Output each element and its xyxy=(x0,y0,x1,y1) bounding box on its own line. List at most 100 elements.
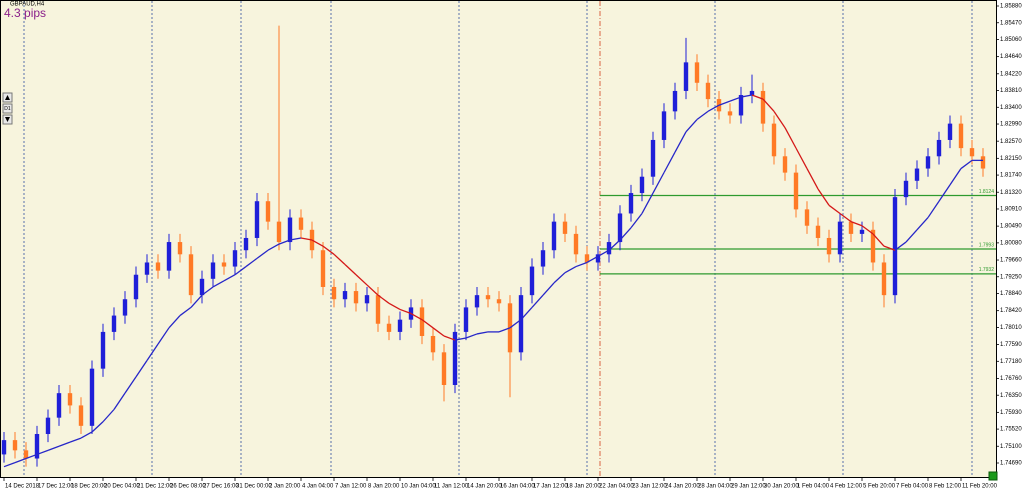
moving-average-segment xyxy=(916,217,929,231)
symbol-title: GBPAUD,H4 xyxy=(10,2,45,8)
candle-body xyxy=(375,295,381,324)
x-tick-label: 20 Dec 04:00 xyxy=(104,484,140,490)
x-tick-label: 7 Feb 04:00 xyxy=(896,484,929,490)
candle-body xyxy=(903,180,909,198)
candle-body xyxy=(551,221,557,251)
moving-average-segment xyxy=(630,213,643,229)
candle-body xyxy=(606,242,612,255)
y-tick-label: 1.83400 xyxy=(1000,105,1022,111)
candle-body xyxy=(78,405,84,426)
period-button[interactable] xyxy=(2,103,13,114)
x-tick-label: 14 Jan 20:00 xyxy=(467,484,502,490)
moving-average-segment xyxy=(25,453,38,460)
candle-body xyxy=(837,221,843,255)
moving-average-segment xyxy=(69,437,82,443)
candle-body xyxy=(881,262,887,296)
candle-body xyxy=(155,262,161,271)
candle-body xyxy=(815,225,821,238)
moving-average-segment xyxy=(168,315,181,329)
y-tick-label: 1.76760 xyxy=(1000,376,1022,382)
moving-average-segment xyxy=(223,274,236,282)
y-tick-label: 1.79660 xyxy=(1000,258,1022,264)
moving-average-segment xyxy=(333,253,346,265)
candle-body xyxy=(496,299,502,304)
moving-average-segment xyxy=(311,239,324,247)
candle-body xyxy=(859,229,865,234)
candle-body xyxy=(133,274,139,300)
candle-body xyxy=(166,242,172,271)
moving-average-segment xyxy=(795,147,808,169)
candle-body xyxy=(485,295,491,300)
moving-average-segment xyxy=(146,343,159,361)
x-tick-label: 17 Jan 12:00 xyxy=(533,484,568,490)
moving-average-segment xyxy=(696,110,709,121)
moving-average-segment xyxy=(553,272,566,284)
candle-body xyxy=(199,278,205,296)
candle-body xyxy=(45,417,51,435)
moving-average-segment xyxy=(597,249,610,257)
candle-body xyxy=(738,95,744,116)
up-arrow-icon xyxy=(5,95,10,100)
moving-average-segment xyxy=(619,227,632,241)
moving-average-segment xyxy=(894,241,907,251)
moving-average-segment xyxy=(289,237,302,241)
moving-average-segment xyxy=(421,319,434,329)
moving-average-segment xyxy=(641,192,654,214)
level-label: 1.7932 xyxy=(979,267,995,273)
y-tick-label: 1.81320 xyxy=(1000,190,1022,196)
candle-body xyxy=(67,393,73,406)
y-tick-label: 1.82150 xyxy=(1000,156,1022,162)
candle-body xyxy=(364,295,370,304)
y-tick-label: 1.74690 xyxy=(1000,461,1022,467)
candle-body xyxy=(89,368,95,426)
candle-body xyxy=(210,262,216,279)
moving-average-segment xyxy=(91,421,104,433)
x-tick-label: 31 Dec 00:00 xyxy=(236,484,272,490)
candle-body xyxy=(23,450,29,459)
candle-body xyxy=(342,291,348,300)
y-tick-label: 1.78420 xyxy=(1000,308,1022,314)
y-tick-label: 1.75930 xyxy=(1000,410,1022,416)
moving-average-segment xyxy=(344,264,357,276)
candle-body xyxy=(914,168,920,181)
moving-average-segment xyxy=(377,294,390,304)
y-tick-label: 1.76350 xyxy=(1000,393,1022,399)
candle-body xyxy=(892,197,898,296)
candle-body xyxy=(34,434,40,459)
moving-average-segment xyxy=(498,327,511,333)
candle-body xyxy=(397,319,403,332)
moving-average-segment xyxy=(586,255,599,264)
status-indicator xyxy=(988,471,998,481)
moving-average-segment xyxy=(157,327,170,345)
candle-body xyxy=(793,172,799,210)
x-tick-label: 7 Jan 12:00 xyxy=(335,484,367,490)
period-label: D1 xyxy=(4,106,11,112)
candle-body xyxy=(331,286,337,300)
candle-body xyxy=(265,201,271,222)
moving-average-segment xyxy=(179,306,192,317)
moving-average-segment xyxy=(828,204,841,214)
candle-body xyxy=(639,176,645,194)
moving-average-segment xyxy=(476,331,489,335)
moving-average-segment xyxy=(278,239,291,245)
candle-body xyxy=(969,148,975,157)
candle-body xyxy=(936,139,942,157)
moving-average-segment xyxy=(608,239,621,251)
moving-average-segment xyxy=(883,245,896,251)
y-tick-label: 1.84220 xyxy=(1000,71,1022,77)
x-tick-label: 17 Dec 12:00 xyxy=(38,484,74,490)
moving-average-segment xyxy=(3,461,16,468)
candle-body xyxy=(628,193,634,214)
moving-average-segment xyxy=(520,306,533,321)
candle-body xyxy=(661,111,667,140)
y-tick-label: 1.81740 xyxy=(1000,173,1022,179)
candle-body xyxy=(617,213,623,243)
candle-body xyxy=(529,266,535,296)
candle-body xyxy=(232,250,238,267)
candle-body xyxy=(100,331,106,369)
candle-body xyxy=(287,217,293,243)
moving-average-segment xyxy=(784,127,797,149)
candle-body xyxy=(474,295,480,308)
moving-average-segment xyxy=(509,319,522,329)
